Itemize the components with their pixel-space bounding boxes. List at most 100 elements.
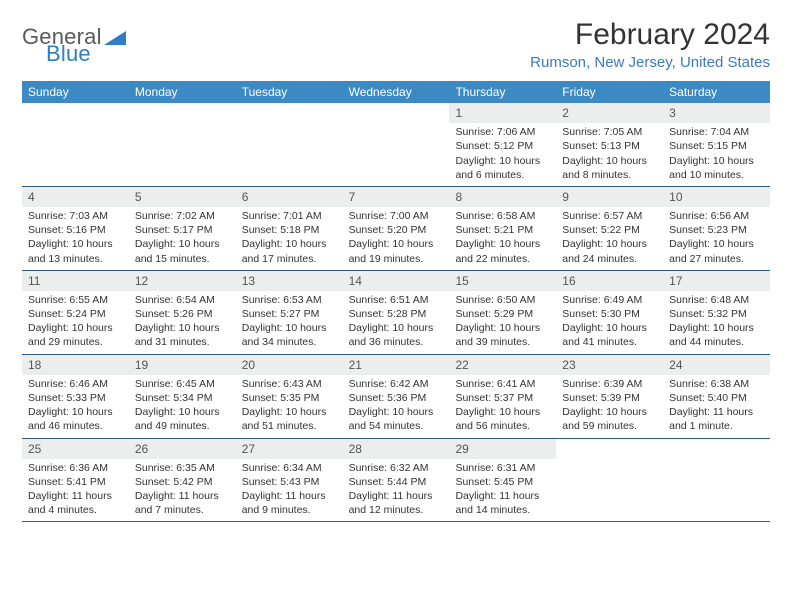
daylight-text-1: Daylight: 11 hours	[455, 489, 550, 503]
day-cell: 18Sunrise: 6:46 AMSunset: 5:33 PMDayligh…	[22, 355, 129, 438]
day-details: Sunrise: 6:42 AMSunset: 5:36 PMDaylight:…	[343, 375, 450, 438]
day-number: 15	[449, 271, 556, 291]
sunrise-text: Sunrise: 6:50 AM	[455, 293, 550, 307]
day-details: Sunrise: 6:56 AMSunset: 5:23 PMDaylight:…	[663, 207, 770, 270]
daylight-text-1: Daylight: 10 hours	[242, 405, 337, 419]
daylight-text-2: and 6 minutes.	[455, 168, 550, 182]
daylight-text-2: and 49 minutes.	[135, 419, 230, 433]
sunrise-text: Sunrise: 6:34 AM	[242, 461, 337, 475]
day-cell: 26Sunrise: 6:35 AMSunset: 5:42 PMDayligh…	[129, 439, 236, 522]
sunset-text: Sunset: 5:17 PM	[135, 223, 230, 237]
day-details: Sunrise: 6:50 AMSunset: 5:29 PMDaylight:…	[449, 291, 556, 354]
day-number: 14	[343, 271, 450, 291]
daylight-text-1: Daylight: 10 hours	[669, 321, 764, 335]
daylight-text-2: and 29 minutes.	[28, 335, 123, 349]
day-cell: 6Sunrise: 7:01 AMSunset: 5:18 PMDaylight…	[236, 187, 343, 270]
sunset-text: Sunset: 5:20 PM	[349, 223, 444, 237]
daylight-text-2: and 10 minutes.	[669, 168, 764, 182]
day-cell: 20Sunrise: 6:43 AMSunset: 5:35 PMDayligh…	[236, 355, 343, 438]
sunrise-text: Sunrise: 7:04 AM	[669, 125, 764, 139]
day-number: 18	[22, 355, 129, 375]
day-details: Sunrise: 7:01 AMSunset: 5:18 PMDaylight:…	[236, 207, 343, 270]
logo-text: General Blue	[22, 24, 126, 67]
sunset-text: Sunset: 5:21 PM	[455, 223, 550, 237]
daylight-text-2: and 8 minutes.	[562, 168, 657, 182]
day-cell: 19Sunrise: 6:45 AMSunset: 5:34 PMDayligh…	[129, 355, 236, 438]
sunset-text: Sunset: 5:43 PM	[242, 475, 337, 489]
sunrise-text: Sunrise: 6:45 AM	[135, 377, 230, 391]
sunset-text: Sunset: 5:22 PM	[562, 223, 657, 237]
day-cell: 7Sunrise: 7:00 AMSunset: 5:20 PMDaylight…	[343, 187, 450, 270]
sunrise-text: Sunrise: 6:32 AM	[349, 461, 444, 475]
sunset-text: Sunset: 5:27 PM	[242, 307, 337, 321]
daylight-text-1: Daylight: 10 hours	[28, 237, 123, 251]
sunset-text: Sunset: 5:12 PM	[455, 139, 550, 153]
sunset-text: Sunset: 5:29 PM	[455, 307, 550, 321]
daylight-text-1: Daylight: 10 hours	[135, 405, 230, 419]
sunrise-text: Sunrise: 6:39 AM	[562, 377, 657, 391]
sunrise-text: Sunrise: 6:48 AM	[669, 293, 764, 307]
day-cell: 22Sunrise: 6:41 AMSunset: 5:37 PMDayligh…	[449, 355, 556, 438]
day-cell: 4Sunrise: 7:03 AMSunset: 5:16 PMDaylight…	[22, 187, 129, 270]
logo: General Blue	[22, 24, 126, 67]
day-number: 2	[556, 103, 663, 123]
day-details: Sunrise: 6:55 AMSunset: 5:24 PMDaylight:…	[22, 291, 129, 354]
daylight-text-1: Daylight: 10 hours	[562, 405, 657, 419]
sunrise-text: Sunrise: 7:01 AM	[242, 209, 337, 223]
daylight-text-2: and 46 minutes.	[28, 419, 123, 433]
sunrise-text: Sunrise: 6:55 AM	[28, 293, 123, 307]
day-cell: 15Sunrise: 6:50 AMSunset: 5:29 PMDayligh…	[449, 271, 556, 354]
daylight-text-2: and 59 minutes.	[562, 419, 657, 433]
day-number: 22	[449, 355, 556, 375]
week-row: 4Sunrise: 7:03 AMSunset: 5:16 PMDaylight…	[22, 187, 770, 271]
day-header: Wednesday	[343, 81, 450, 103]
day-details: Sunrise: 7:03 AMSunset: 5:16 PMDaylight:…	[22, 207, 129, 270]
logo-triangle-icon	[104, 25, 126, 51]
day-cell: 13Sunrise: 6:53 AMSunset: 5:27 PMDayligh…	[236, 271, 343, 354]
sunset-text: Sunset: 5:33 PM	[28, 391, 123, 405]
sunset-text: Sunset: 5:23 PM	[669, 223, 764, 237]
sunrise-text: Sunrise: 6:36 AM	[28, 461, 123, 475]
location: Rumson, New Jersey, United States	[530, 54, 770, 71]
daylight-text-1: Daylight: 10 hours	[562, 154, 657, 168]
daylight-text-2: and 17 minutes.	[242, 252, 337, 266]
day-header: Thursday	[449, 81, 556, 103]
sunrise-text: Sunrise: 6:51 AM	[349, 293, 444, 307]
sunrise-text: Sunrise: 6:56 AM	[669, 209, 764, 223]
day-cell: 23Sunrise: 6:39 AMSunset: 5:39 PMDayligh…	[556, 355, 663, 438]
sunset-text: Sunset: 5:34 PM	[135, 391, 230, 405]
day-cell: 8Sunrise: 6:58 AMSunset: 5:21 PMDaylight…	[449, 187, 556, 270]
day-number: 11	[22, 271, 129, 291]
day-details: Sunrise: 6:43 AMSunset: 5:35 PMDaylight:…	[236, 375, 343, 438]
day-details: Sunrise: 6:58 AMSunset: 5:21 PMDaylight:…	[449, 207, 556, 270]
day-number: 25	[22, 439, 129, 459]
day-header: Tuesday	[236, 81, 343, 103]
day-details: Sunrise: 6:49 AMSunset: 5:30 PMDaylight:…	[556, 291, 663, 354]
sunset-text: Sunset: 5:16 PM	[28, 223, 123, 237]
day-cell: 27Sunrise: 6:34 AMSunset: 5:43 PMDayligh…	[236, 439, 343, 522]
daylight-text-2: and 15 minutes.	[135, 252, 230, 266]
day-cell: 1Sunrise: 7:06 AMSunset: 5:12 PMDaylight…	[449, 103, 556, 186]
week-row: 1Sunrise: 7:06 AMSunset: 5:12 PMDaylight…	[22, 103, 770, 187]
day-number: 7	[343, 187, 450, 207]
sunset-text: Sunset: 5:45 PM	[455, 475, 550, 489]
month-title: February 2024	[530, 18, 770, 52]
day-number: 8	[449, 187, 556, 207]
daylight-text-2: and 14 minutes.	[455, 503, 550, 517]
daylight-text-1: Daylight: 11 hours	[669, 405, 764, 419]
day-cell	[22, 103, 129, 186]
sunrise-text: Sunrise: 6:54 AM	[135, 293, 230, 307]
daylight-text-1: Daylight: 10 hours	[669, 237, 764, 251]
day-details: Sunrise: 6:35 AMSunset: 5:42 PMDaylight:…	[129, 459, 236, 522]
daylight-text-2: and 24 minutes.	[562, 252, 657, 266]
daylight-text-1: Daylight: 10 hours	[28, 321, 123, 335]
daylight-text-1: Daylight: 11 hours	[349, 489, 444, 503]
sunset-text: Sunset: 5:36 PM	[349, 391, 444, 405]
daylight-text-2: and 13 minutes.	[28, 252, 123, 266]
sunrise-text: Sunrise: 7:06 AM	[455, 125, 550, 139]
day-details: Sunrise: 6:57 AMSunset: 5:22 PMDaylight:…	[556, 207, 663, 270]
day-details: Sunrise: 7:05 AMSunset: 5:13 PMDaylight:…	[556, 123, 663, 186]
logo-word2: Blue	[46, 41, 91, 66]
daylight-text-1: Daylight: 10 hours	[669, 154, 764, 168]
day-number: 23	[556, 355, 663, 375]
